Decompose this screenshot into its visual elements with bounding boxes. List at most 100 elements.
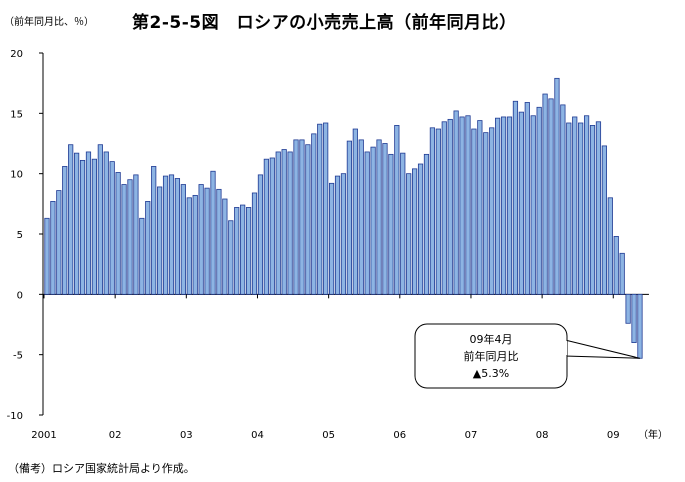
bar [489,127,495,295]
x-tick-label: 07 [465,430,478,441]
bar [222,198,228,295]
x-axis: 2001 02 03 04 05 06 07 08 09 （年） [31,293,668,441]
bar [168,174,175,295]
bar [109,161,115,295]
bar [572,116,578,295]
bar [115,172,121,295]
bar [566,122,572,295]
bar [97,144,103,295]
bar [305,144,311,295]
bar [257,174,264,295]
bar [595,121,602,295]
y-tick-label: 15 [10,109,23,120]
bar [328,182,335,295]
bar [631,293,637,343]
bar [613,236,619,295]
callout-text-line: 前年同月比 [464,349,519,363]
bar [637,293,643,359]
bar [228,220,234,295]
bar [56,190,62,295]
bar [216,188,222,295]
x-tick-label: 03 [180,430,193,441]
bar [560,104,566,295]
x-tick-label: 06 [393,430,406,441]
bar [619,252,625,295]
bar [406,173,412,295]
bar [471,128,477,295]
bar [311,133,317,295]
callout-text-line: ▲5.3% [473,367,509,380]
source-note: （備考）ロシア国家統計局より作成。 [8,462,195,475]
bar [192,194,198,295]
bar [382,143,388,295]
bar [512,100,519,295]
bar [334,175,341,295]
bar [85,151,92,295]
y-tick-label: 20 [10,49,23,60]
bar [293,139,299,295]
bar [412,168,418,295]
bar [453,110,459,295]
bar [133,174,139,295]
bar [358,139,364,295]
bar [583,115,590,295]
bar [364,151,370,295]
bar [447,118,453,295]
bar [495,117,501,295]
x-unit-label: （年） [638,428,668,441]
bar [245,207,252,295]
x-tick-label: 2001 [31,430,56,441]
bar [530,115,536,295]
y-tick-label: 0 [17,290,23,301]
bar [429,127,436,295]
bar [281,149,287,295]
bar [139,217,145,295]
bar [518,111,524,295]
bar [151,166,157,295]
bar [459,116,465,295]
bar [263,158,269,295]
y-tick-label: 10 [10,170,23,181]
bar [234,207,240,295]
y-axis: -10 -5 0 5 10 15 20 [7,49,44,422]
bar [524,102,530,295]
x-tick-label: 05 [322,430,335,441]
bar [323,122,329,295]
x-tick-label: 04 [251,430,264,441]
bar [578,122,584,295]
bar [198,184,204,295]
bar [91,158,97,295]
bar [79,159,86,295]
bar [180,184,186,295]
y-tick-label: -10 [7,411,23,422]
bar [352,128,358,295]
bar [548,98,554,295]
bar [145,201,151,295]
bar [394,125,400,295]
bar [607,197,613,295]
bar [500,116,507,295]
bar [204,187,210,295]
bar [554,77,560,295]
bar [275,151,281,295]
bar [103,151,109,295]
bar [388,153,394,295]
bar [370,146,376,295]
bar [44,217,50,295]
x-tick-label: 09 [607,430,620,441]
bar [376,139,382,295]
bar [317,123,323,295]
bar [62,166,68,295]
bar [68,144,74,295]
callout-pointer [564,339,641,359]
bar [340,173,347,295]
bar [423,153,430,295]
bar [417,163,424,295]
bar [465,115,471,295]
bar [477,120,483,295]
callout-box [414,323,568,389]
bar [240,204,246,295]
bar [441,121,447,295]
